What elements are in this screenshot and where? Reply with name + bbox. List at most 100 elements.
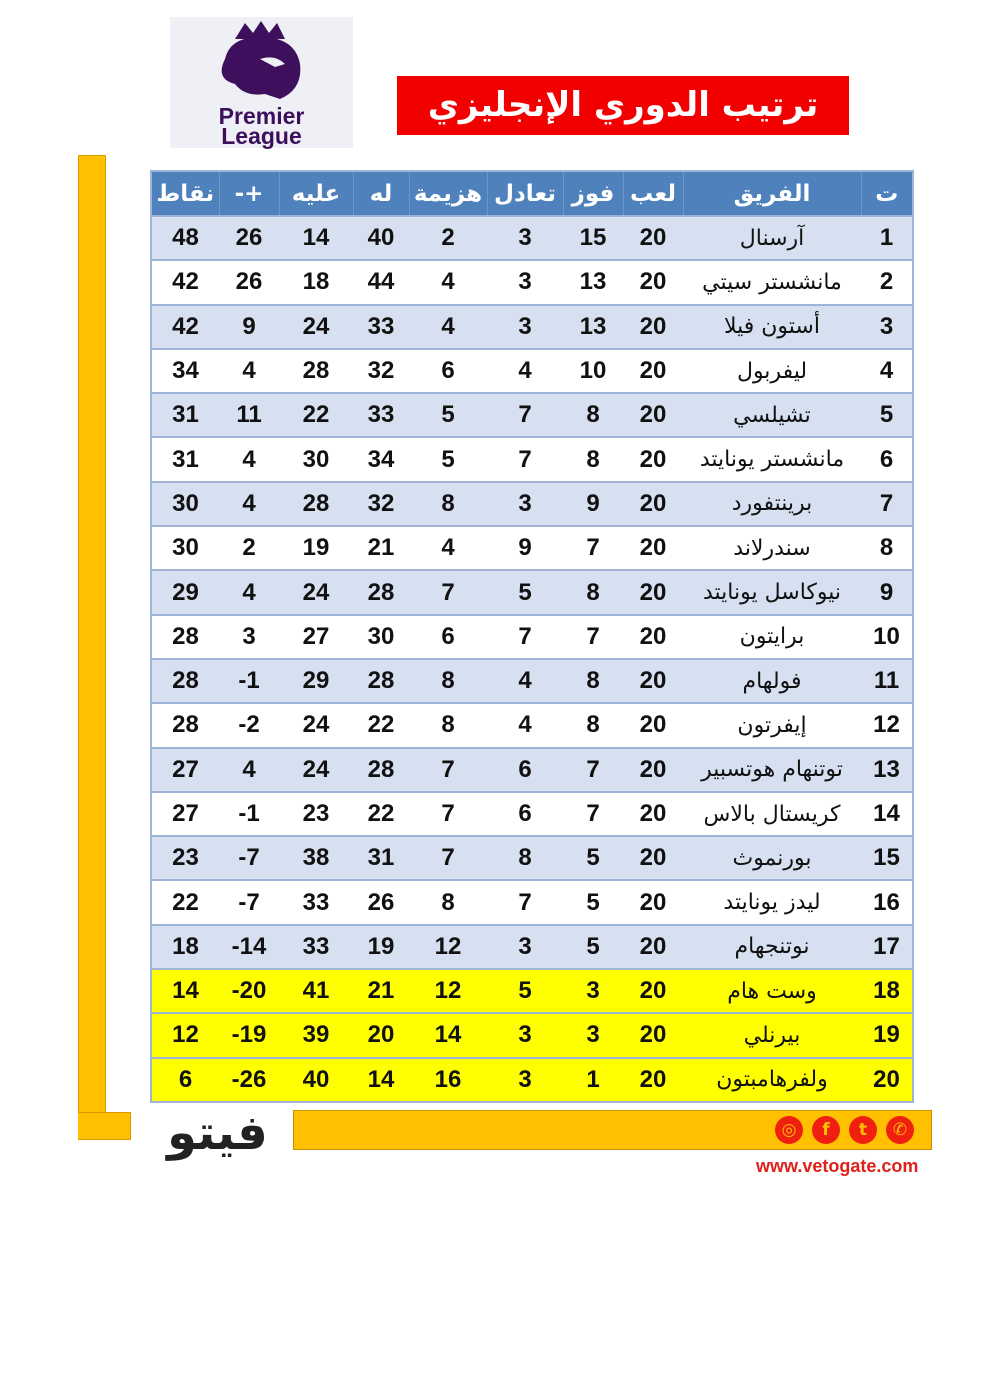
table-cell: 30 [151,525,219,571]
table-cell: 40 [353,214,409,261]
table-cell: 6 [487,746,563,792]
table-cell: 9 [861,569,913,615]
table-cell: 16 [861,879,913,925]
table-cell: 20 [623,835,683,881]
logo-text: League [221,123,302,149]
table-cell: 7 [409,835,487,881]
table-row: 18 وست هام 20 3 5 12 21 41 -20 14 [151,968,913,1014]
table-cell: 28 [279,347,353,394]
table-cell: 3 [219,613,279,659]
table-cell: 4 [409,303,487,349]
table-cell: 20 [623,525,683,571]
table-cell: 4 [487,347,563,394]
table-cell: 32 [353,347,409,394]
table-cell: 20 [623,1056,683,1102]
table-cell: 7 [563,746,623,792]
table-cell: 4 [219,746,279,792]
table-cell: 30 [353,613,409,659]
team-name: إيفرتون [683,702,861,748]
whatsapp-icon[interactable]: ✆ [886,1116,914,1144]
table-row: 17 نوتنجهام 20 5 3 12 19 33 -14 18 [151,923,913,970]
table-cell: 26 [219,214,279,261]
table-cell: 15 [563,214,623,261]
table-cell: 6 [861,436,913,482]
table-row: 20 ولفرهامبتون 20 1 3 16 14 40 -26 6 [151,1056,913,1102]
table-cell: 16 [409,1056,487,1102]
instagram-icon[interactable]: ◎ [775,1116,803,1144]
table-cell: 30 [279,436,353,482]
table-cell: 7 [487,392,563,438]
table-cell: 17 [861,923,913,970]
table-cell: 19 [279,525,353,571]
team-name: ليدز يونايتد [683,879,861,925]
table-cell: 6 [409,347,487,394]
table-cell: 20 [623,347,683,394]
table-cell: 20 [623,1012,683,1058]
table-cell: 10 [861,613,913,659]
team-name: مانشستر يونايتد [683,436,861,482]
table-cell: 20 [623,569,683,615]
table-row: 9 نيوكاسل يونايتد 20 8 5 7 28 24 4 29 [151,569,913,615]
table-cell: 14 [861,790,913,837]
table-row: 19 بيرنلي 20 3 3 14 20 39 -19 12 [151,1012,913,1058]
table-cell: 13 [861,746,913,792]
team-name: مانشستر سيتي [683,259,861,305]
table-cell: 6 [487,790,563,837]
table-cell: 20 [623,746,683,792]
table-cell: 44 [353,259,409,305]
table-cell: 20 [623,303,683,349]
table-cell: 8 [409,480,487,527]
table-row: 4 ليفربول 20 10 4 6 32 28 4 34 [151,347,913,394]
table-cell: 4 [219,436,279,482]
team-name: توتنهام هوتسبير [683,746,861,792]
team-name: برينتفورد [683,480,861,527]
table-cell: 20 [623,968,683,1014]
table-cell: 31 [151,392,219,438]
table-cell: 12 [409,968,487,1014]
table-cell: 33 [353,392,409,438]
table-cell: 7 [409,790,487,837]
table-cell: 3 [861,303,913,349]
team-name: بيرنلي [683,1012,861,1058]
table-cell: 3 [487,1012,563,1058]
table-cell: 31 [353,835,409,881]
decorative-bar [78,155,106,1140]
table-cell: 42 [151,303,219,349]
table-cell: 41 [279,968,353,1014]
table-cell: 20 [353,1012,409,1058]
table-cell: 5 [563,923,623,970]
column-header: فوز [562,171,623,216]
table-cell: 23 [151,835,219,881]
table-cell: 5 [409,392,487,438]
table-cell: 7 [487,613,563,659]
lion-icon [221,21,301,99]
table-cell: 14 [279,214,353,261]
table-cell: 4 [487,657,563,704]
team-name: ولفرهامبتون [683,1056,861,1102]
team-name: أستون فيلا [683,303,861,349]
table-cell: 13 [563,259,623,305]
table-cell: 12 [409,923,487,970]
column-header: +- [218,171,279,216]
table-header: ت الفريق لعب فوز تعادل هزيمة له عليه +- نقاط [150,171,913,216]
table-cell: 33 [279,879,353,925]
column-header: هزيمة [408,171,487,216]
table-cell: 11 [219,392,279,438]
table-row: 8 سندرلاند 20 7 9 4 21 19 2 30 [151,525,913,571]
twitter-icon[interactable]: t [849,1116,877,1144]
table-cell: 20 [623,613,683,659]
website-url[interactable]: www.vetogate.com [756,1156,919,1176]
team-name: وست هام [683,968,861,1014]
table-cell: 9 [487,525,563,571]
table-cell: 4 [409,525,487,571]
table-cell: 6 [409,613,487,659]
table-cell: 24 [279,702,353,748]
table-cell: 9 [563,480,623,527]
table-cell: 18 [279,259,353,305]
facebook-icon[interactable]: f [812,1116,840,1144]
table-cell: 27 [151,790,219,837]
column-header: نقاط [150,171,219,216]
vetogate-logo: فيتو [167,1105,268,1161]
table-cell: 48 [151,214,219,261]
table-cell: 7 [487,879,563,925]
